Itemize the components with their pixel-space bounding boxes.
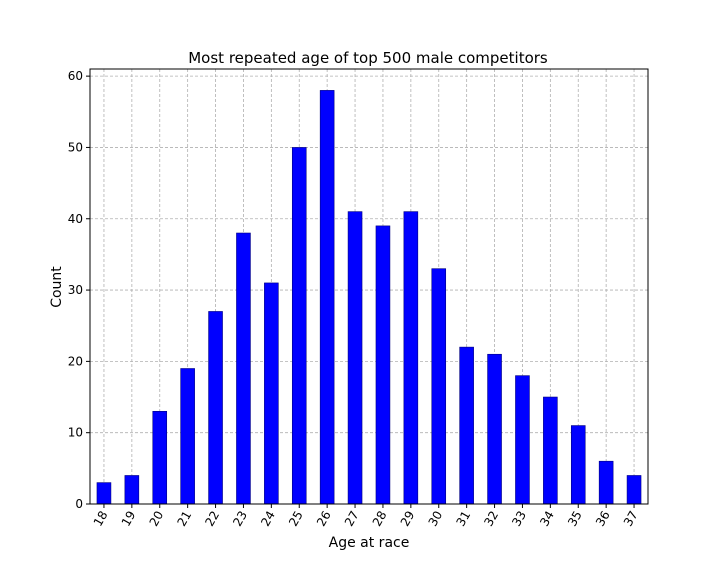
x-tick-label: 32 [481,509,501,529]
x-tick-label: 20 [147,509,167,529]
x-tick-label: 26 [314,509,334,529]
x-tick-label: 35 [565,509,585,529]
x-tick-label: 19 [119,509,139,529]
y-tick-label: 0 [75,497,83,511]
x-axis-label: Age at race [329,535,410,551]
x-tick-label: 28 [370,509,390,529]
bar-19 [124,475,140,505]
y-tick-label: 10 [68,426,83,440]
x-tick-label: 29 [398,509,418,529]
x-tick-label: 30 [426,509,446,529]
y-tick-label: 40 [68,212,83,226]
bar-33 [515,375,530,505]
bar-32 [487,353,502,505]
bar-20 [152,410,168,505]
y-axis-label: Count [49,266,65,308]
x-tick-label: 33 [509,509,529,529]
x-tick-label: 22 [202,509,222,529]
bar-30 [431,268,447,505]
bar-28 [375,225,391,505]
bar-31 [459,346,474,505]
bar-36 [598,460,614,505]
x-tick-label: 27 [342,509,362,529]
bars-group [96,90,642,505]
chart-title: Most repeated age of top 500 male compet… [188,49,548,67]
plot-frame [89,68,649,505]
x-tick-label: 24 [258,509,278,529]
bar-35 [570,425,586,505]
bar-27 [347,211,363,505]
grid-lines [90,69,648,505]
x-tick-label: 18 [91,509,111,529]
x-tick-label: 36 [593,509,613,529]
bar-34 [543,396,558,505]
bar-22 [208,311,223,505]
x-axis-ticks: 18 19 20 21 22 23 24 25 26 27 28 29 30 31 32 33 34 35 36 37 [91,504,641,529]
y-tick-label: 20 [68,354,83,368]
bar-26 [319,90,335,505]
bar-29 [403,211,419,505]
bar-18 [96,482,112,505]
y-tick-label: 30 [68,283,83,297]
bar-37 [626,475,642,505]
bar-21 [180,368,195,505]
x-tick-label: 34 [537,509,557,529]
x-tick-label: 21 [174,509,194,529]
x-tick-label: 37 [621,509,641,529]
bar-25 [291,147,307,505]
y-tick-label: 50 [68,140,83,154]
y-axis-ticks: 0 10 20 30 40 50 60 [68,69,90,511]
x-tick-label: 31 [453,509,473,529]
x-tick-label: 25 [286,509,306,529]
x-tick-label: 23 [230,509,250,529]
bar-24 [264,282,279,505]
y-tick-label: 60 [68,69,83,83]
bar-23 [236,232,251,505]
